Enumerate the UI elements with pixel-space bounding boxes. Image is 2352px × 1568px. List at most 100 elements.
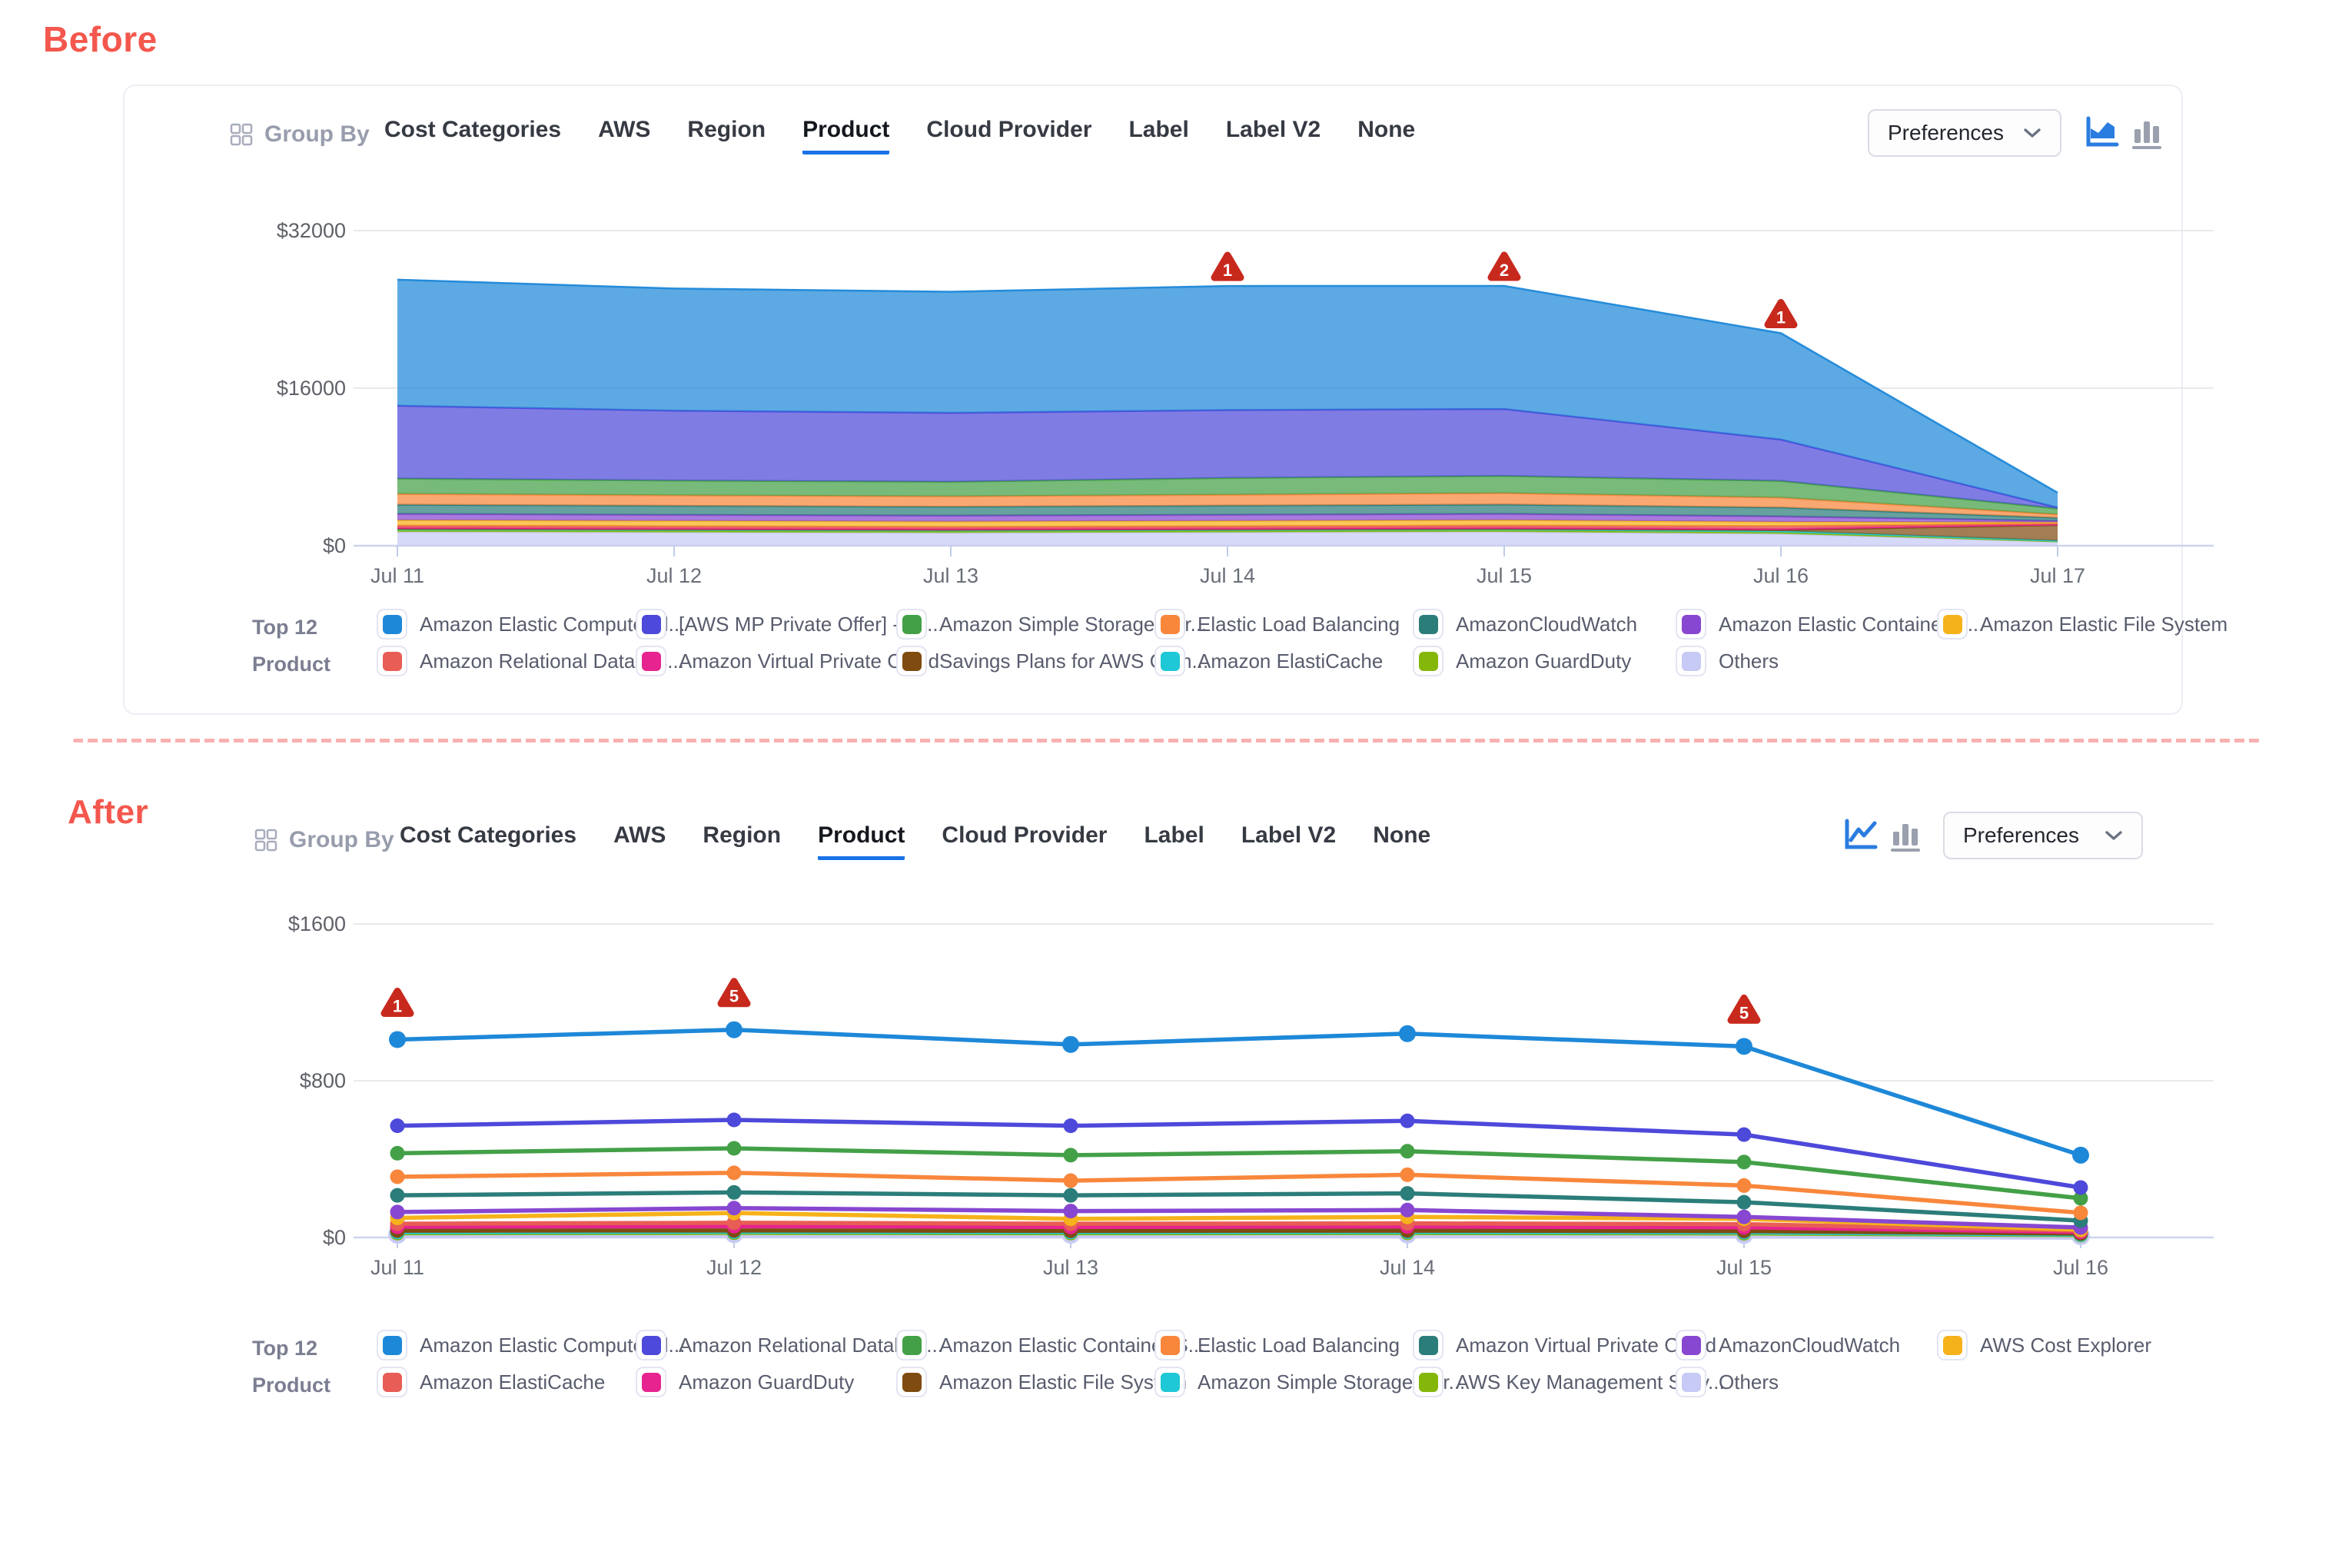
area-elastic-load-balancing[interactable]: [397, 493, 2058, 518]
area-amazoncloudwatch[interactable]: [397, 504, 2058, 521]
point-amazon-virtual-private-cloud[interactable]: [390, 1188, 405, 1203]
tab-cloud-provider[interactable]: Cloud Provider: [926, 117, 1092, 142]
line-amazon-virtual-private-cloud[interactable]: [395, 1190, 2083, 1223]
tab-aws[interactable]: AWS: [613, 822, 666, 848]
tab-label[interactable]: Label: [1128, 117, 1189, 142]
legend-item-amazoncloudwatch[interactable]: AmazonCloudWatch: [1676, 1330, 1900, 1360]
point-amazon-elastic-container-s[interactable]: [2073, 1191, 2088, 1206]
anomaly-badge[interactable]: 5: [1727, 994, 1761, 1024]
point-elastic-load-balancing[interactable]: [1400, 1167, 1415, 1182]
anomaly-badge[interactable]: 1: [1764, 299, 1798, 329]
point-amazon-virtual-private-cloud[interactable]: [1400, 1186, 1415, 1201]
x-axis-label: Jul 13: [923, 564, 978, 587]
area-chart-before[interactable]: $0 $16000 $32000 Jul 11 Jul 12 Jul 13 Jul 14 Ju…: [277, 208, 2214, 615]
legend-item-aws-cost-explorer[interactable]: AWS Cost Explorer: [1937, 1330, 2151, 1360]
legend-item-others[interactable]: Others: [1676, 646, 1779, 676]
tab-none[interactable]: None: [1373, 822, 1431, 848]
point-amazon-elastic-container-s[interactable]: [1400, 1144, 1415, 1159]
legend-item-amazon-guardduty[interactable]: Amazon GuardDuty: [1413, 646, 1631, 676]
legend-item-amazon-elastic-file-system[interactable]: Amazon Elastic File System: [1937, 609, 2227, 639]
tab-none[interactable]: None: [1357, 117, 1416, 142]
area-aws-mp-private-offer-m[interactable]: [397, 405, 2058, 509]
preferences-button-before[interactable]: Preferences: [1868, 109, 2061, 157]
point-amazon-relational-databas[interactable]: [1736, 1127, 1752, 1142]
line-amazon-elasticache[interactable]: [395, 1221, 2083, 1233]
line-chart-icon[interactable]: [1843, 818, 1879, 852]
area-others[interactable]: [397, 532, 2058, 546]
point-amazoncloudwatch[interactable]: [1063, 1204, 1078, 1219]
tab-product[interactable]: Product: [818, 822, 905, 860]
point-amazon-elastic-container-s[interactable]: [726, 1141, 742, 1156]
point-amazoncloudwatch[interactable]: [390, 1204, 405, 1220]
point-amazoncloudwatch[interactable]: [726, 1201, 742, 1216]
tab-region[interactable]: Region: [687, 117, 766, 142]
legend-item-amazon-virtual-private-cloud[interactable]: Amazon Virtual Private Cloud: [1413, 1330, 1716, 1360]
tab-cloud-provider[interactable]: Cloud Provider: [942, 822, 1108, 848]
anomaly-badge[interactable]: 1: [1211, 251, 1244, 281]
line-amazon-elastic-container-s[interactable]: [395, 1146, 2083, 1201]
tab-aws[interactable]: AWS: [598, 117, 651, 142]
legend-item-aws-mp-private-offer-m[interactable]: [AWS MP Private Offer] - M...: [636, 609, 938, 639]
area-amazon-simple-storage-ser[interactable]: [397, 476, 2058, 515]
point-amazon-elastic-compute-cl[interactable]: [1399, 1025, 1416, 1042]
point-amazon-virtual-private-cloud[interactable]: [1063, 1188, 1078, 1203]
legend-item-others[interactable]: Others: [1676, 1367, 1779, 1397]
tab-label-v2[interactable]: Label V2: [1241, 822, 1337, 848]
point-elastic-load-balancing[interactable]: [2073, 1205, 2088, 1221]
point-amazoncloudwatch[interactable]: [1400, 1202, 1415, 1218]
legend-item-amazoncloudwatch[interactable]: AmazonCloudWatch: [1413, 609, 1637, 639]
line-chart-after[interactable]: $0 $800 $1600 Jul 11 Jul 12 Jul 13 Jul 14 Jul 1…: [288, 907, 2214, 1314]
point-amazon-elastic-container-s[interactable]: [1736, 1154, 1752, 1170]
legend-item-amazon-elasticache[interactable]: Amazon ElastiCache: [377, 1367, 605, 1397]
legend-swatch-color: [1942, 614, 1962, 634]
point-amazon-relational-databas[interactable]: [2073, 1180, 2088, 1195]
tab-label-v2[interactable]: Label V2: [1225, 117, 1321, 142]
point-amazon-relational-databas[interactable]: [1400, 1113, 1415, 1128]
point-amazon-elastic-compute-cl[interactable]: [389, 1031, 406, 1048]
anomaly-badge[interactable]: 1: [380, 987, 414, 1017]
legend-item-elastic-load-balancing[interactable]: Elastic Load Balancing: [1154, 1330, 1400, 1360]
anomaly-badge[interactable]: 5: [717, 978, 751, 1008]
point-amazon-elastic-compute-cl[interactable]: [1062, 1035, 1079, 1053]
bar-chart-icon[interactable]: [2129, 117, 2164, 151]
point-elastic-load-balancing[interactable]: [1063, 1173, 1078, 1188]
line-amazon-guardduty[interactable]: [395, 1224, 2083, 1234]
point-amazon-elastic-container-s[interactable]: [390, 1145, 405, 1161]
point-amazon-relational-databas[interactable]: [726, 1112, 742, 1128]
line-amazon-elastic-compute-cl[interactable]: [395, 1027, 2083, 1158]
point-amazon-relational-databas[interactable]: [1063, 1118, 1078, 1134]
group-by-label: Group By: [264, 121, 370, 147]
area-chart-icon[interactable]: [2085, 115, 2120, 149]
point-elastic-load-balancing[interactable]: [1736, 1178, 1752, 1193]
point-amazon-elastic-compute-cl[interactable]: [2072, 1146, 2089, 1164]
line-amazon-elastic-file-system[interactable]: [395, 1228, 2083, 1236]
line-amazoncloudwatch[interactable]: [395, 1206, 2083, 1230]
tab-product[interactable]: Product: [802, 117, 890, 154]
anomaly-badge[interactable]: 2: [1487, 251, 1521, 281]
line-amazon-relational-databas[interactable]: [395, 1118, 2083, 1190]
tab-label[interactable]: Label: [1144, 822, 1204, 848]
line-elastic-load-balancing[interactable]: [395, 1171, 2083, 1215]
legend-item-amazon-elasticache[interactable]: Amazon ElastiCache: [1154, 646, 1383, 676]
point-elastic-load-balancing[interactable]: [726, 1165, 742, 1181]
tab-cost-categories[interactable]: Cost Categories: [400, 822, 577, 848]
point-amazon-elastic-compute-cl[interactable]: [726, 1021, 742, 1038]
tab-cost-categories[interactable]: Cost Categories: [384, 117, 562, 142]
point-amazon-virtual-private-cloud[interactable]: [726, 1184, 742, 1200]
point-amazon-relational-databas[interactable]: [390, 1118, 405, 1134]
point-amazon-elastic-container-s[interactable]: [1063, 1148, 1078, 1163]
preferences-button-after[interactable]: Preferences: [1943, 812, 2143, 859]
point-amazon-elastic-compute-cl[interactable]: [1736, 1038, 1752, 1055]
legend-item-elastic-load-balancing[interactable]: Elastic Load Balancing: [1154, 609, 1400, 639]
area-amazon-elastic-compute-cl[interactable]: [397, 279, 2058, 508]
legend-item-amazon-virtual-private-cloud[interactable]: Amazon Virtual Private Cloud: [636, 646, 939, 676]
bar-chart-icon[interactable]: [1888, 819, 1923, 853]
point-amazoncloudwatch[interactable]: [1736, 1209, 1752, 1224]
tab-region[interactable]: Region: [703, 822, 782, 848]
legend-item-amazon-elastic-file-system[interactable]: Amazon Elastic File System: [896, 1367, 1187, 1397]
group-by-button-before[interactable]: Group By: [229, 121, 370, 148]
group-by-button-after[interactable]: Group By: [254, 827, 394, 853]
point-elastic-load-balancing[interactable]: [390, 1169, 405, 1184]
legend-item-amazon-guardduty[interactable]: Amazon GuardDuty: [636, 1367, 854, 1397]
point-amazon-virtual-private-cloud[interactable]: [1736, 1194, 1752, 1210]
